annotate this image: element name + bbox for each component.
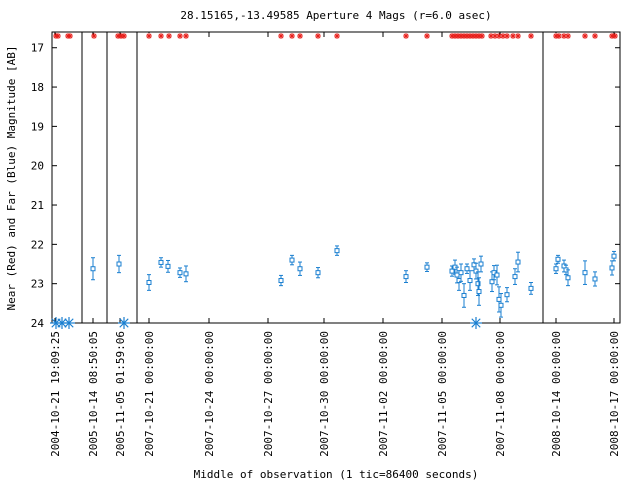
upper-limit-blue <box>470 317 482 329</box>
data-point <box>565 269 571 287</box>
y-tick-label: 19 <box>31 120 44 133</box>
data-point <box>504 287 510 303</box>
x-tick-label: 2005-11-05 01:59:06 <box>114 331 127 457</box>
data-point <box>315 267 321 279</box>
upper-limit-red <box>315 33 321 39</box>
chart-title: 28.15165,-13.49585 Aperture 4 Mags (r=6.… <box>180 9 491 22</box>
data-point <box>297 261 303 276</box>
data-point <box>496 286 502 313</box>
y-axis-label: Near (Red) and Far (Blue) Magnitude [AB] <box>5 46 18 311</box>
data-point <box>478 255 484 273</box>
upper-limit-blue <box>63 317 75 329</box>
upper-limit-red <box>146 33 152 39</box>
x-tick-label: 2007-10-24 00:00:00 <box>203 331 216 457</box>
upper-limit-red <box>183 33 189 39</box>
data-point <box>334 245 340 256</box>
x-tick-label: 2008-10-17 00:00:00 <box>608 331 621 457</box>
data-point <box>611 250 617 262</box>
y-tick-label: 23 <box>31 278 44 291</box>
upper-limit-red <box>278 33 284 39</box>
upper-limit-red <box>166 33 172 39</box>
data-point <box>90 257 96 281</box>
upper-limit-blue <box>118 317 130 329</box>
data-point <box>165 259 171 273</box>
data-point <box>177 267 183 278</box>
upper-limit-red <box>403 33 409 39</box>
data-point <box>278 274 284 287</box>
upper-limit-red <box>582 33 588 39</box>
x-tick-label: 2005-10-14 08:50:05 <box>87 331 100 457</box>
upper-limit-red <box>424 33 430 39</box>
upper-limit-red <box>479 33 485 39</box>
x-tick-label: 2007-10-21 00:00:00 <box>143 331 156 457</box>
upper-limit-red <box>67 33 73 39</box>
data-point <box>467 270 473 291</box>
data-point <box>512 268 518 285</box>
y-tick-label: 21 <box>31 199 44 212</box>
data-point <box>582 260 588 285</box>
upper-limit-red <box>515 33 521 39</box>
upper-limit-red <box>592 33 598 39</box>
data-point <box>515 251 521 273</box>
data-point <box>473 262 479 280</box>
upper-limit-red <box>158 33 164 39</box>
y-tick-label: 22 <box>31 238 44 251</box>
y-tick-label: 20 <box>31 160 44 173</box>
data-point <box>116 254 122 274</box>
upper-limit-red <box>612 33 618 39</box>
upper-limit-red <box>121 33 127 39</box>
x-tick-label: 2007-11-08 00:00:00 <box>494 331 507 457</box>
data-point <box>528 281 534 295</box>
data-point <box>158 257 164 268</box>
data-point <box>461 283 467 308</box>
data-point <box>403 270 409 283</box>
x-axis-label: Middle of observation (1 tic=86400 secon… <box>194 468 479 480</box>
plot-frame <box>51 31 621 324</box>
x-tick-label: 2007-11-05 00:00:00 <box>436 331 449 457</box>
data-point <box>464 263 470 274</box>
upper-limit-red <box>504 33 510 39</box>
y-tick-label: 24 <box>31 317 45 330</box>
data-point <box>555 254 561 264</box>
data-point <box>476 277 482 306</box>
upper-limit-red <box>297 33 303 39</box>
data-point <box>449 265 455 277</box>
data-point <box>609 260 615 276</box>
x-tick-label: 2004-10-21 19:09:25 <box>49 331 62 457</box>
x-tick-label: 2007-10-30 00:00:00 <box>318 331 331 457</box>
data-point <box>494 264 500 286</box>
data-point <box>146 274 152 291</box>
data-point <box>183 265 189 283</box>
y-tick-label: 17 <box>31 42 44 55</box>
x-tick-label: 2007-10-27 00:00:00 <box>262 331 275 457</box>
data-point <box>498 293 504 318</box>
data-point <box>458 263 464 282</box>
data-point <box>592 271 598 287</box>
upper-limit-red <box>565 33 571 39</box>
x-tick-label: 2007-11-02 00:00:00 <box>377 331 390 457</box>
axes-layer: 17 18 19 20 21 22 23 24 2004-10-21 19:09:25 2005-… <box>31 31 621 457</box>
x-tick-label: 2008-10-14 00:00:00 <box>550 331 563 457</box>
upper-limit-red <box>334 33 340 39</box>
upper-limit-red <box>289 33 295 39</box>
points-layer <box>50 33 618 329</box>
upper-limit-red <box>528 33 534 39</box>
data-point <box>424 262 430 272</box>
y-tick-label: 18 <box>31 81 44 94</box>
data-point <box>553 263 559 274</box>
upper-limit-red <box>91 33 97 39</box>
upper-limit-red <box>55 33 61 39</box>
data-point <box>289 254 295 266</box>
upper-limit-red <box>177 33 183 39</box>
